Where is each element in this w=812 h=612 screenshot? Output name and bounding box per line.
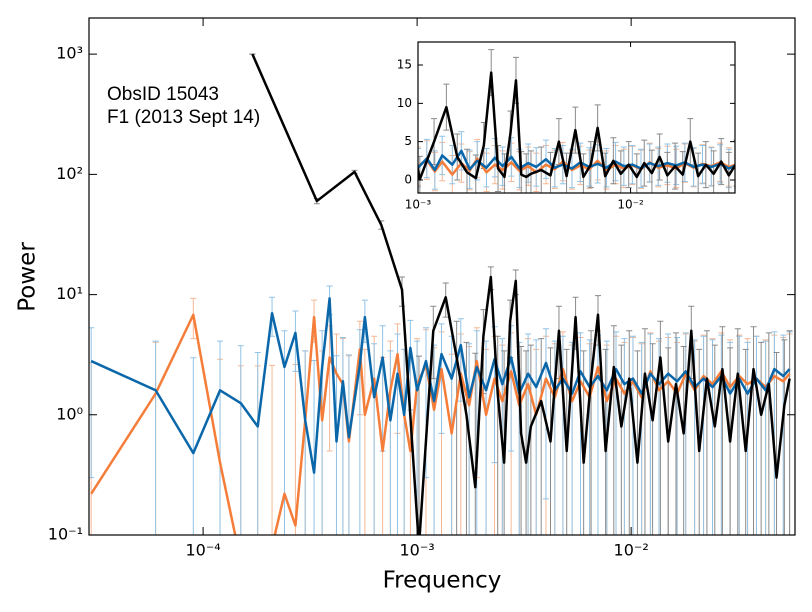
error-bar	[394, 333, 401, 535]
x-tick-label: 10⁻²	[617, 198, 644, 212]
error-bar	[629, 335, 636, 535]
error-bar	[302, 350, 309, 535]
series-line	[251, 53, 791, 535]
y-tick-label: 5	[404, 134, 412, 148]
axes-frame	[417, 41, 736, 194]
error-bar	[217, 340, 224, 535]
error-bar	[638, 341, 645, 535]
error-bar	[709, 339, 716, 535]
error-bar	[542, 328, 549, 500]
error-bar	[621, 338, 628, 535]
inset-plot: 10⁻³ 10⁻² 0 5 10 15	[397, 41, 736, 212]
plot-area	[89, 53, 793, 535]
x-tick-label: 10⁻³	[400, 541, 435, 560]
error-bar	[254, 351, 261, 535]
error-bar	[674, 336, 681, 535]
error-bar	[523, 350, 530, 535]
error-bar	[533, 339, 540, 535]
error-bar	[758, 341, 765, 535]
error-bar	[753, 335, 760, 535]
error-bar	[466, 343, 473, 535]
axes-frame	[88, 17, 796, 536]
error-bar	[345, 354, 352, 535]
series-line	[90, 297, 791, 474]
error-bar	[719, 326, 726, 535]
annotation: ObsID 15043	[107, 84, 219, 105]
plot-area	[418, 49, 735, 193]
error-bar	[361, 348, 368, 535]
x-axis-label: Frequency	[383, 568, 502, 594]
error-bar	[773, 351, 780, 535]
y-tick-label: 10	[397, 96, 412, 110]
main-plot: 10⁻⁴ 10⁻³ 10⁻² 10⁻¹ 10⁰ 10¹ 10² 10³	[48, 17, 796, 560]
x-tick-label: 10⁻³	[405, 198, 432, 212]
error-bar	[641, 328, 648, 535]
error-bar	[736, 335, 743, 535]
error-bar	[672, 332, 679, 535]
y-tick-label: 10¹	[56, 284, 83, 303]
error-bar	[269, 364, 276, 535]
error-bar	[762, 340, 769, 535]
error-bar	[547, 347, 554, 535]
y-tick-label: 0	[404, 172, 412, 186]
error-bar	[586, 339, 593, 535]
series-line	[418, 71, 735, 181]
y-tick-label: 15	[397, 57, 412, 71]
error-bar	[744, 341, 751, 535]
error-bar	[339, 336, 346, 535]
error-bar	[765, 332, 772, 535]
error-bar	[415, 355, 422, 535]
error-bar	[626, 330, 633, 535]
x-tick-label: 10⁻⁴	[185, 541, 220, 560]
x-tick-label: 10⁻²	[614, 541, 649, 560]
error-bar	[333, 355, 340, 535]
error-bar	[237, 345, 244, 535]
error-bar	[703, 330, 710, 535]
error-bar	[700, 335, 707, 535]
annotation: F1 (2013 Sept 14)	[107, 107, 260, 128]
error-bar	[750, 326, 757, 535]
error-bar	[786, 330, 793, 535]
error-bar	[727, 347, 734, 535]
y-tick-label: 10²	[56, 164, 83, 183]
error-bar	[152, 340, 159, 535]
y-axis-label: Power	[15, 242, 41, 312]
y-tick-label: 10³	[56, 44, 83, 63]
y-tick-label: 10⁻¹	[48, 525, 83, 544]
error-bar	[438, 323, 445, 434]
error-bar	[610, 325, 617, 535]
y-tick-label: 10⁰	[56, 404, 83, 423]
error-bar	[472, 352, 479, 535]
error-bar	[780, 334, 787, 535]
error-bar	[577, 332, 584, 535]
error-bar	[682, 332, 689, 535]
error-bar	[190, 357, 197, 535]
error-bar	[734, 328, 741, 535]
